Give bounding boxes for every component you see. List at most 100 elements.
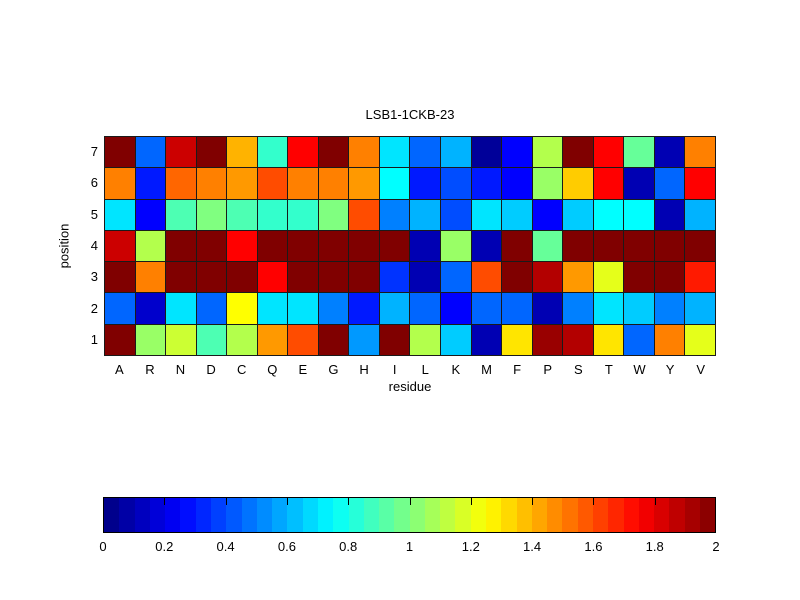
heatmap-cell-1-S xyxy=(563,324,593,355)
colorbar-segment xyxy=(134,498,150,532)
x-tick-label-N: N xyxy=(175,362,186,377)
heatmap-cell-7-D xyxy=(196,137,227,168)
heatmap-cell-5-E xyxy=(288,199,318,230)
heatmap-cell-6-C xyxy=(227,168,257,199)
colorbar-segment xyxy=(638,498,655,532)
colorbar-segment xyxy=(195,498,211,532)
heatmap-cell-5-P xyxy=(532,199,563,230)
heatmap-cell-5-S xyxy=(563,199,593,230)
heatmap-cell-3-Q xyxy=(257,262,288,293)
heatmap-cell-3-P xyxy=(532,262,563,293)
heatmap-cell-1-T xyxy=(593,324,624,355)
colorbar-tick-label-1.2: 1.2 xyxy=(461,539,480,554)
colorbar-segment xyxy=(272,498,288,532)
colorbar-tick-label-0.8: 0.8 xyxy=(339,539,358,554)
heatmap-cell-4-W xyxy=(624,230,654,262)
x-tick-label-C: C xyxy=(236,362,247,377)
heatmap-cell-4-M xyxy=(471,230,502,262)
heatmap-cell-6-L xyxy=(410,168,441,199)
heatmap-cell-5-K xyxy=(441,199,471,230)
heatmap-grid xyxy=(104,136,716,356)
heatmap-cell-5-L xyxy=(410,199,441,230)
colorbar-segment xyxy=(470,498,487,532)
colorbar-tick-label-0.4: 0.4 xyxy=(216,539,235,554)
colorbar-segment xyxy=(409,498,425,532)
heatmap-cell-4-E xyxy=(288,230,318,262)
colorbar-segment xyxy=(699,498,716,532)
colorbar-tick-label-1.4: 1.4 xyxy=(523,539,542,554)
heatmap-cell-5-H xyxy=(349,199,379,230)
x-tick-label-L: L xyxy=(421,362,429,377)
heatmap-cell-7-K xyxy=(441,137,471,168)
heatmap-cell-5-W xyxy=(624,199,654,230)
colorbar-tick-label-0.6: 0.6 xyxy=(277,539,296,554)
heatmap-cell-6-V xyxy=(685,168,715,199)
heatmap-cell-2-I xyxy=(379,293,410,324)
colorbar-tick-label-0.2: 0.2 xyxy=(155,539,174,554)
heatmap-cell-6-G xyxy=(318,168,349,199)
heatmap-cell-6-F xyxy=(502,168,532,199)
heatmap-cell-4-A xyxy=(105,230,135,262)
heatmap-cell-4-F xyxy=(502,230,532,262)
colorbar-segment xyxy=(562,498,578,532)
y-tick-label-1: 1 xyxy=(90,332,98,348)
colorbar-tick-1.6 xyxy=(593,498,595,505)
heatmap-cell-2-R xyxy=(135,293,166,324)
heatmap-cell-4-I xyxy=(379,230,410,262)
x-tick-label-R: R xyxy=(145,362,155,377)
heatmap-cell-7-N xyxy=(166,137,196,168)
x-tick-label-V: V xyxy=(696,362,706,377)
colorbar-segment xyxy=(424,498,441,532)
heatmap-cell-7-L xyxy=(410,137,441,168)
heatmap-cell-5-A xyxy=(105,199,135,230)
x-tick-label-Y: Y xyxy=(665,362,675,377)
chart-title: LSB1-1CKB-23 xyxy=(365,107,455,122)
colorbar-tick-label-2: 2 xyxy=(712,539,720,554)
y-tick-label-4: 4 xyxy=(90,238,98,253)
heatmap-cell-4-Q xyxy=(257,230,288,262)
heatmap-cell-3-W xyxy=(624,262,654,293)
colorbar-segment xyxy=(455,498,471,532)
heatmap-cell-3-E xyxy=(288,262,318,293)
colorbar-segment xyxy=(608,498,624,532)
heatmap-cell-4-Y xyxy=(654,230,685,262)
colorbar-segment xyxy=(486,498,502,532)
heatmap-cell-3-V xyxy=(685,262,715,293)
heatmap-cell-1-L xyxy=(410,324,441,355)
heatmap-cell-3-G xyxy=(318,262,349,293)
x-tick-label-Q: Q xyxy=(267,362,278,377)
heatmap-cell-1-C xyxy=(227,324,257,355)
heatmap-cell-6-R xyxy=(135,168,166,199)
heatmap-cell-4-R xyxy=(135,230,166,262)
colorbar-segment xyxy=(104,498,120,532)
heatmap-cell-4-V xyxy=(685,230,715,262)
heatmap-cell-5-Y xyxy=(654,199,685,230)
heatmap-cell-2-K xyxy=(441,293,471,324)
heatmap-cell-7-C xyxy=(227,137,257,168)
colorbar-segment xyxy=(684,498,700,532)
colorbar-segment xyxy=(394,498,410,532)
heatmap-cell-1-R xyxy=(135,324,166,355)
colorbar-segment xyxy=(547,498,563,532)
heatmap-cell-7-M xyxy=(471,137,502,168)
heatmap-cell-2-P xyxy=(532,293,563,324)
heatmap-cell-4-D xyxy=(196,230,227,262)
heatmap-cell-2-N xyxy=(166,293,196,324)
colorbar-segment xyxy=(577,498,593,532)
heatmap-cell-7-E xyxy=(288,137,318,168)
colorbar-tick-label-1.6: 1.6 xyxy=(584,539,603,554)
heatmap-cell-3-R xyxy=(135,262,166,293)
heatmap-cell-1-I xyxy=(379,324,410,355)
heatmap-cell-3-T xyxy=(593,262,624,293)
heatmap-cell-4-C xyxy=(227,230,257,262)
colorbar-segment xyxy=(531,498,548,532)
heatmap-cell-3-L xyxy=(410,262,441,293)
colorbar-tick-1 xyxy=(409,498,411,505)
heatmap-cell-7-F xyxy=(502,137,532,168)
heatmap-cell-4-P xyxy=(532,230,563,262)
heatmap-cell-3-H xyxy=(349,262,379,293)
heatmap-cell-1-E xyxy=(288,324,318,355)
x-tick-label-G: G xyxy=(328,362,339,377)
heatmap-cell-6-T xyxy=(593,168,624,199)
heatmap-cell-1-N xyxy=(166,324,196,355)
